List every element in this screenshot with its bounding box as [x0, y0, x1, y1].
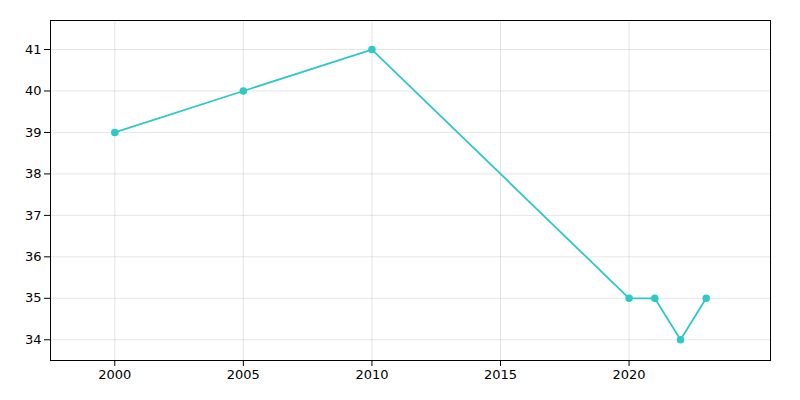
svg-text:37: 37 [25, 208, 42, 223]
svg-text:40: 40 [25, 83, 42, 98]
svg-text:2020: 2020 [613, 367, 646, 382]
svg-text:2005: 2005 [227, 367, 260, 382]
svg-text:36: 36 [25, 249, 42, 264]
svg-text:38: 38 [25, 166, 42, 181]
svg-text:2010: 2010 [355, 367, 388, 382]
svg-text:34: 34 [25, 332, 42, 347]
svg-text:41: 41 [25, 42, 42, 57]
svg-text:39: 39 [25, 125, 42, 140]
svg-text:2015: 2015 [484, 367, 517, 382]
svg-text:2000: 2000 [98, 367, 131, 382]
svg-text:35: 35 [25, 290, 42, 305]
